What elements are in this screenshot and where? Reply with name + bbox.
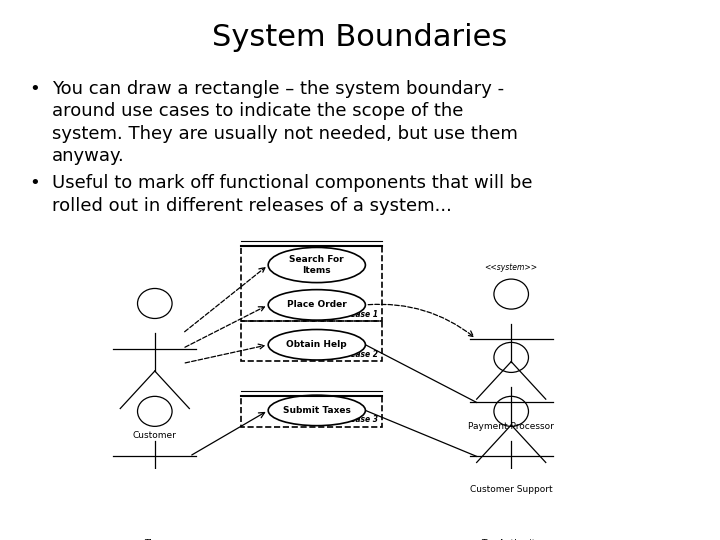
Text: Customer: Customer — [133, 431, 176, 440]
Text: rolled out in different releases of a system...: rolled out in different releases of a sy… — [52, 197, 451, 215]
Text: Useful to mark off functional components that will be: Useful to mark off functional components… — [52, 174, 532, 192]
Text: Submit Taxes: Submit Taxes — [283, 406, 351, 415]
Ellipse shape — [268, 395, 366, 426]
Text: Release 3: Release 3 — [337, 415, 378, 424]
Text: Obtain Help: Obtain Help — [287, 340, 347, 349]
Text: •: • — [29, 80, 40, 98]
Text: Place Order: Place Order — [287, 300, 346, 309]
Text: Tax Authority: Tax Authority — [482, 539, 541, 540]
Ellipse shape — [268, 247, 366, 282]
Text: Time: Time — [144, 539, 166, 540]
Bar — [241, 396, 382, 427]
Text: system. They are usually not needed, but use them: system. They are usually not needed, but… — [52, 125, 518, 143]
Ellipse shape — [268, 329, 366, 360]
Text: System Boundaries: System Boundaries — [212, 23, 508, 52]
Text: anyway.: anyway. — [52, 147, 125, 165]
Bar — [241, 321, 382, 361]
Text: Release 1: Release 1 — [337, 310, 378, 319]
Ellipse shape — [268, 289, 366, 320]
Text: <<system>>: <<system>> — [485, 262, 538, 272]
Text: Customer Support: Customer Support — [470, 485, 552, 494]
Text: Payment Processor: Payment Processor — [468, 422, 554, 431]
Text: •: • — [29, 174, 40, 192]
Text: around use cases to indicate the scope of the: around use cases to indicate the scope o… — [52, 102, 463, 120]
Text: Search For
Items: Search For Items — [289, 255, 344, 275]
Bar — [241, 246, 382, 321]
Text: Release 2: Release 2 — [337, 350, 378, 359]
Text: You can draw a rectangle – the system boundary -: You can draw a rectangle – the system bo… — [52, 80, 504, 98]
